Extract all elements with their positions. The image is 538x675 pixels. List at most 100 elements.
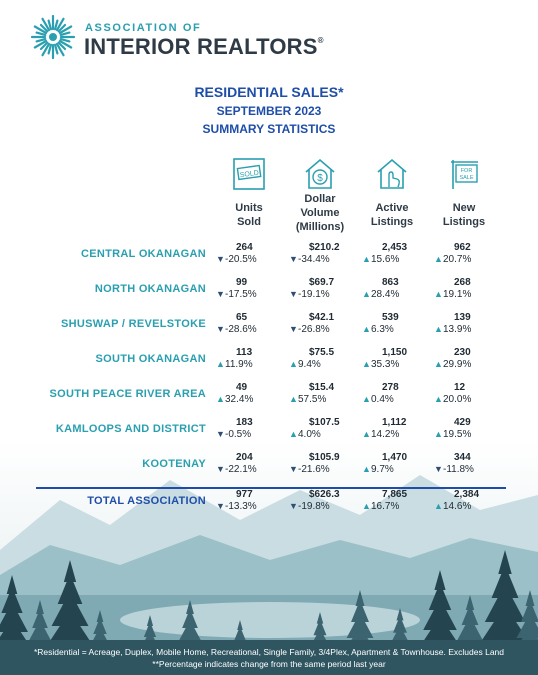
change-percent: 29.9% (443, 359, 472, 370)
cell-value: 2,384 (454, 489, 480, 500)
arrow-down-icon: ▼ (216, 501, 225, 511)
change-percent: 14.6% (443, 501, 472, 512)
arrow-down-icon: ▼ (289, 289, 298, 299)
change-percent: -11.8% (443, 464, 474, 475)
arrow-up-icon: ▲ (434, 324, 443, 334)
table-cell: $210.2 ▼-34.4% (289, 242, 349, 265)
cell-value: 113 (236, 347, 253, 358)
cell-value: 268 (454, 277, 471, 288)
table-cell: 1,112 ▲14.2% (362, 417, 422, 440)
logo-main-line: INTERIOR REALTORS® (84, 34, 324, 59)
arrow-up-icon: ▲ (289, 429, 298, 439)
table-cell: $107.5 ▲4.0% (289, 417, 349, 440)
table-cell: 278 ▲0.4% (362, 382, 422, 405)
arrow-up-icon: ▲ (362, 429, 371, 439)
cell-change: ▲20.0% (434, 394, 494, 405)
change-percent: -17.5% (225, 289, 257, 300)
table-cell: $15.4 ▲57.5% (289, 382, 349, 405)
arrow-up-icon: ▲ (362, 501, 371, 511)
cell-change: ▲6.3% (362, 324, 422, 335)
cell-value: 12 (454, 382, 466, 393)
cell-value: 1,150 (382, 347, 408, 358)
change-percent: 13.9% (443, 324, 472, 335)
table-cell: $75.5 ▲9.4% (289, 347, 349, 370)
arrow-up-icon: ▲ (434, 429, 443, 439)
cell-change: ▲13.9% (434, 324, 494, 335)
change-percent: 11.9% (225, 359, 253, 370)
arrow-down-icon: ▼ (289, 501, 298, 511)
arrow-up-icon: ▲ (289, 359, 298, 369)
cell-change: ▲16.7% (362, 501, 422, 512)
cell-value: 429 (454, 417, 471, 428)
col-header-active-listings: Active Listings (370, 202, 414, 228)
table-cell: 962 ▲20.7% (434, 242, 494, 265)
region-label: KAMLOOPS AND DISTRICT (55, 423, 206, 435)
cell-change: ▼-19.1% (289, 289, 349, 300)
arrow-down-icon: ▼ (216, 254, 225, 264)
cell-value: 278 (382, 382, 399, 393)
cell-change: ▼-19.8% (289, 501, 349, 512)
cell-change: ▲9.7% (362, 464, 422, 475)
arrow-down-icon: ▼ (434, 464, 443, 474)
svg-text:SALE: SALE (459, 175, 473, 181)
table-cell: 2,384 ▲14.6% (434, 489, 494, 512)
cell-change: ▼-13.3% (216, 501, 276, 512)
region-label: CENTRAL OKANAGAN (81, 248, 206, 260)
footnote-residential: *Residential = Acreage, Duplex, Mobile H… (33, 647, 505, 657)
cell-change: ▼-21.6% (289, 464, 349, 475)
change-percent: -22.1% (225, 464, 257, 475)
arrow-up-icon: ▲ (362, 324, 371, 334)
change-percent: -20.5% (225, 254, 257, 265)
cell-change: ▲4.0% (289, 429, 349, 440)
cell-value: 99 (236, 277, 248, 288)
arrow-down-icon: ▼ (216, 324, 225, 334)
cell-value: 264 (236, 242, 253, 253)
change-percent: 6.3% (371, 324, 394, 335)
cell-change: ▲0.4% (362, 394, 422, 405)
arrow-up-icon: ▲ (216, 359, 225, 369)
col-header-units-sold: Units Sold (235, 202, 263, 228)
change-percent: -19.8% (298, 501, 330, 512)
change-percent: -13.3% (225, 501, 257, 512)
table-cell: 113 ▲11.9% (216, 347, 276, 370)
sold-sign-icon: SOLD (233, 158, 265, 190)
region-label: KOOTENAY (142, 458, 206, 470)
cell-change: ▲19.5% (434, 429, 494, 440)
cell-value: 977 (236, 489, 253, 500)
cell-value: 863 (382, 277, 399, 288)
region-label: SHUSWAP / REVELSTOKE (61, 318, 206, 330)
cell-change: ▲35.3% (362, 359, 422, 370)
cell-change: ▲11.9% (216, 359, 276, 370)
table-cell: 344 ▼-11.8% (434, 452, 494, 475)
table-cell: 99 ▼-17.5% (216, 277, 276, 300)
cell-change: ▼-28.6% (216, 324, 276, 335)
house-hand-icon (377, 158, 407, 189)
cell-value: $75.5 (309, 347, 335, 358)
arrow-down-icon: ▼ (216, 289, 225, 299)
table-cell: 1,150 ▲35.3% (362, 347, 422, 370)
table-cell: 65 ▼-28.6% (216, 312, 276, 335)
region-label: SOUTH OKANAGAN (95, 353, 206, 365)
arrow-up-icon: ▲ (434, 254, 443, 264)
table-cell: 7,865 ▲16.7% (362, 489, 422, 512)
change-percent: -21.6% (298, 464, 330, 475)
arrow-up-icon: ▲ (362, 464, 371, 474)
cell-value: 2,453 (382, 242, 408, 253)
table-cell: 977 ▼-13.3% (216, 489, 276, 512)
cell-value: 204 (236, 452, 253, 463)
col-header-new-listings: New Listings (442, 202, 486, 228)
table-cell: 429 ▲19.5% (434, 417, 494, 440)
change-percent: 19.5% (443, 429, 472, 440)
cell-value: 139 (454, 312, 471, 323)
cell-change: ▼-17.5% (216, 289, 276, 300)
cell-value: 183 (236, 417, 253, 428)
region-label: SOUTH PEACE RIVER AREA (49, 388, 206, 400)
cell-change: ▲20.7% (434, 254, 494, 265)
for-sale-sign-icon: FOR SALE (451, 160, 478, 189)
cell-value: 1,112 (382, 417, 407, 428)
change-percent: -0.5% (225, 429, 252, 440)
change-percent: 0.4% (371, 394, 394, 405)
association-logo: ASSOCIATION OF INTERIOR REALTORS® (30, 14, 330, 60)
arrow-up-icon: ▲ (362, 394, 371, 404)
cell-change: ▲9.4% (289, 359, 349, 370)
